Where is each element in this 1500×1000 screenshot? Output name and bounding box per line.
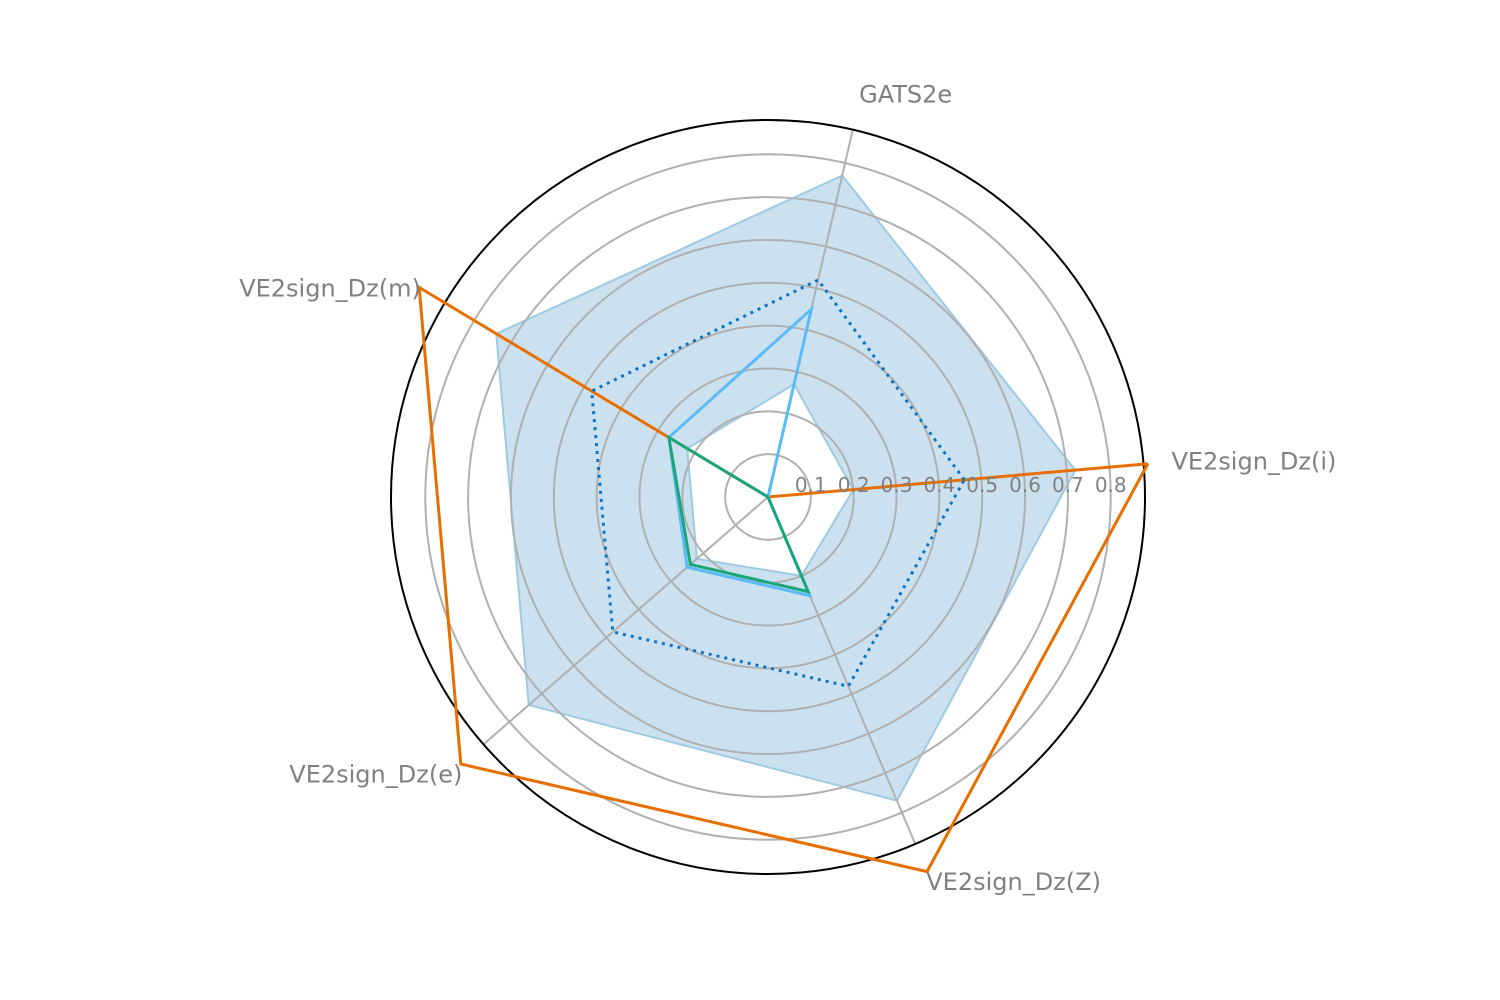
rtick-label-1: 0.1 xyxy=(795,473,827,497)
axis-label-2: GATS2e xyxy=(859,80,952,108)
rtick-label-4: 0.4 xyxy=(923,473,955,497)
rtick-label-8: 0.8 xyxy=(1095,473,1127,497)
rtick-label-7: 0.7 xyxy=(1052,473,1084,497)
axis-label-4: VE2sign_Dz(e) xyxy=(289,761,462,789)
rtick-label-5: 0.5 xyxy=(966,473,998,497)
axis-label-3: VE2sign_Dz(m) xyxy=(239,274,421,302)
rtick-label-3: 0.3 xyxy=(881,473,913,497)
axis-label-5: VE2sign_Dz(Z) xyxy=(926,868,1101,896)
rtick-label-2: 0.2 xyxy=(838,473,870,497)
rtick-label-6: 0.6 xyxy=(1009,473,1041,497)
axis-label-1: VE2sign_Dz(i) xyxy=(1171,448,1336,476)
